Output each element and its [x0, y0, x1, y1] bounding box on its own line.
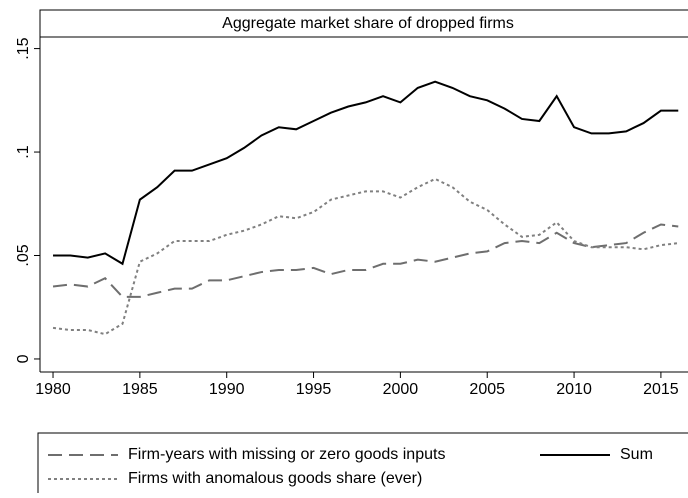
x-tick-label: 1980 — [35, 381, 71, 398]
x-tick-label: 2000 — [383, 381, 419, 398]
y-tick-label: .05 — [15, 244, 32, 266]
legend-label: Firms with anomalous goods share (ever) — [128, 470, 422, 487]
x-tick-label: 1990 — [209, 381, 245, 398]
title-band — [39, 9, 688, 38]
legend-box — [37, 432, 688, 498]
series-line — [52, 177, 679, 336]
legend-label: Sum — [620, 446, 653, 463]
x-tick-label: 2005 — [469, 381, 505, 398]
x-tick-label: 1985 — [122, 381, 158, 398]
chart-title: Aggregate market share of dropped firms — [222, 15, 514, 32]
legend-label: Firm-years with missing or zero goods in… — [128, 446, 445, 463]
y-tick-label: .1 — [15, 145, 32, 158]
y-tick-label: .15 — [15, 37, 32, 59]
series-line — [53, 80, 679, 266]
y-tick-label: 0 — [15, 354, 32, 363]
x-tick-label: 1995 — [296, 381, 332, 398]
x-tick-label: 2010 — [556, 381, 592, 398]
x-tick-label: 2015 — [643, 381, 679, 398]
series-line — [52, 223, 679, 298]
